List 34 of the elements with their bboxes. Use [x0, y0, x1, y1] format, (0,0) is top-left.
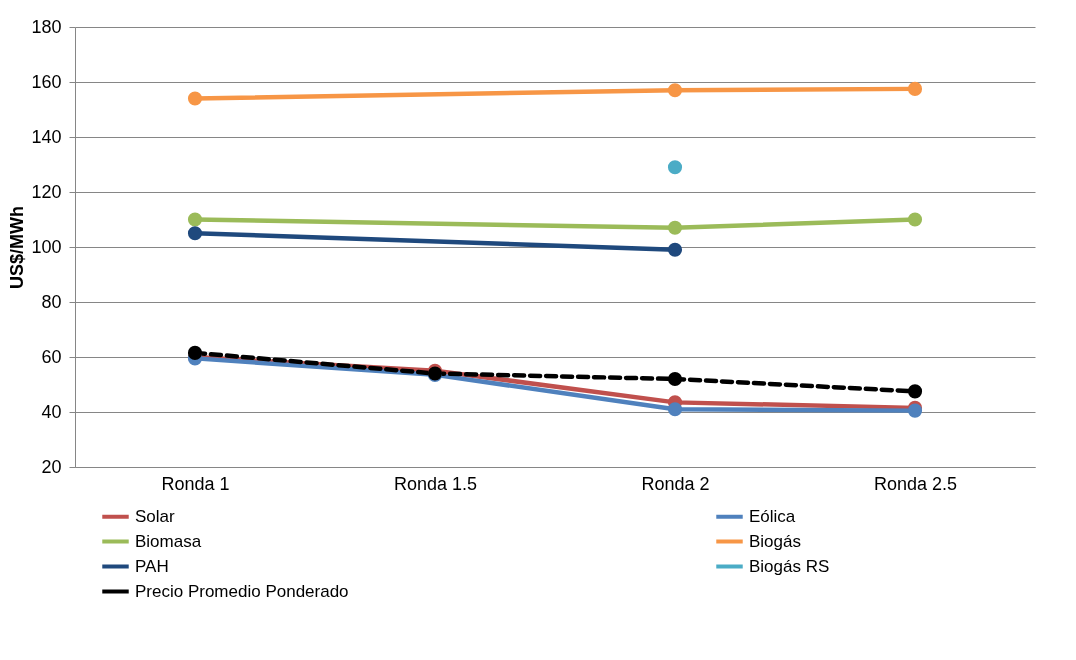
y-tick-label: 40 — [41, 401, 62, 422]
y-axis-title: US$/MWh — [7, 206, 28, 289]
legend-label: Biogás — [749, 531, 801, 551]
point — [667, 160, 683, 175]
point — [667, 220, 683, 235]
legend-label: Solar — [135, 506, 176, 526]
y-tick-label: 20 — [41, 456, 62, 477]
legend-label: Biogás RS — [749, 556, 830, 576]
y-tick-label: 180 — [31, 16, 62, 37]
y-tick-label: 80 — [41, 291, 62, 312]
x-tick-label: Ronda 1 — [161, 473, 230, 494]
point — [187, 212, 203, 227]
y-tick-label: 160 — [31, 71, 62, 92]
point — [907, 81, 923, 96]
x-tick-label: Ronda 1.5 — [393, 473, 478, 494]
legend-label: Precio Promedio Ponderado — [135, 581, 349, 601]
y-tick-label: 120 — [31, 181, 62, 202]
point — [907, 384, 923, 399]
point — [667, 83, 683, 98]
point — [187, 345, 203, 360]
x-tick-label: Ronda 2.5 — [873, 473, 958, 494]
point — [187, 226, 203, 241]
y-tick-label: 100 — [31, 236, 62, 257]
point — [667, 402, 683, 417]
x-tick-label: Ronda 2 — [641, 473, 710, 494]
point — [187, 91, 203, 106]
legend-label: Eólica — [749, 506, 796, 526]
y-tick-label: 140 — [31, 126, 62, 147]
legend-label: PAH — [135, 556, 169, 576]
point — [907, 212, 923, 227]
point — [667, 371, 683, 387]
y-tick-label: 60 — [41, 346, 62, 367]
point — [667, 242, 683, 257]
legend-label: Biomasa — [135, 531, 202, 551]
